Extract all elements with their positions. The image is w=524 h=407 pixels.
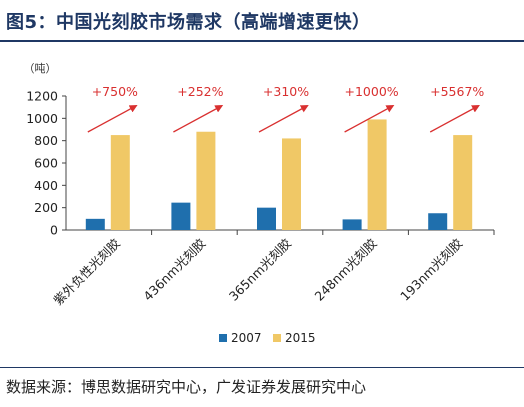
y-tick-label: 800 bbox=[34, 133, 58, 148]
legend-label-2007: 2007 bbox=[231, 331, 262, 345]
growth-label: +750% bbox=[92, 84, 138, 99]
y-axis-unit: （吨） bbox=[24, 62, 57, 75]
bar-2007 bbox=[342, 219, 362, 230]
legend-swatch-2007 bbox=[219, 334, 227, 342]
growth-label: +1000% bbox=[345, 84, 399, 99]
growth-label: +5567% bbox=[430, 84, 484, 99]
plot-area: （吨） 0 200 400 600 800 1000 1200 +750% 紫外负性光刻胶 +252… bbox=[24, 62, 495, 345]
growth-label: +252% bbox=[177, 84, 223, 99]
y-tick-label: 200 bbox=[34, 200, 58, 215]
bar-chart: （吨） 0 200 400 600 800 1000 1200 +750% 紫外负性光刻胶 +252… bbox=[24, 62, 495, 345]
y-tick-label: 600 bbox=[34, 156, 58, 171]
growth-arrow bbox=[173, 105, 224, 133]
x-tick-label: 365nm光刻胶 bbox=[226, 236, 294, 304]
bar-2015 bbox=[196, 131, 216, 230]
source-divider bbox=[0, 367, 524, 368]
growth-arrow bbox=[344, 105, 395, 133]
growth-arrow bbox=[429, 105, 480, 133]
bar-2015 bbox=[110, 135, 130, 230]
bar-2015 bbox=[367, 119, 387, 230]
growth-label: +310% bbox=[263, 84, 309, 99]
source-note: 数据来源：博思数据研究中心，广发证券发展研究中心 bbox=[6, 378, 367, 396]
bar-2015 bbox=[453, 135, 473, 230]
x-tick-label: 193nm光刻胶 bbox=[397, 236, 465, 304]
title-divider bbox=[0, 40, 524, 42]
bar-2015 bbox=[282, 138, 301, 230]
page-title: 图5：中国光刻胶市场需求（高端增速更快） bbox=[6, 12, 371, 33]
legend-swatch-2015 bbox=[273, 334, 281, 342]
x-tick-label: 248nm光刻胶 bbox=[312, 236, 380, 304]
legend-label-2015: 2015 bbox=[285, 331, 316, 345]
bar-2007 bbox=[85, 218, 105, 230]
bar-2007 bbox=[171, 202, 191, 230]
y-tick-label: 0 bbox=[50, 223, 58, 238]
bar-2007 bbox=[428, 213, 448, 230]
bar-2007 bbox=[257, 207, 276, 230]
y-tick-label: 1200 bbox=[26, 89, 58, 104]
y-tick-label: 1000 bbox=[26, 111, 58, 126]
x-tick-label: 紫外负性光刻胶 bbox=[50, 236, 122, 308]
title-bar: 图5：中国光刻胶市场需求（高端增速更快） bbox=[0, 0, 524, 40]
growth-arrow bbox=[87, 105, 138, 133]
x-tick-label: 436nm光刻胶 bbox=[140, 236, 208, 304]
y-tick-label: 400 bbox=[34, 178, 58, 193]
growth-arrow bbox=[258, 105, 309, 133]
